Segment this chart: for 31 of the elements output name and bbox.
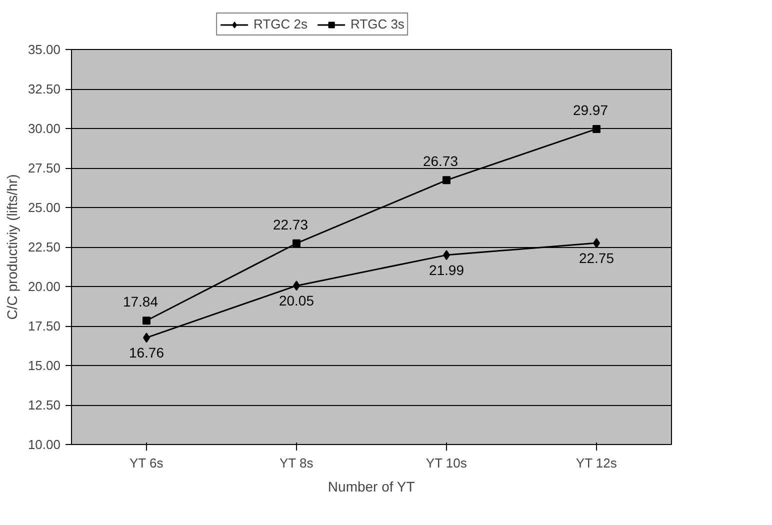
legend-label: RTGC 3s — [350, 16, 404, 32]
x-tick-label: YT 12s — [576, 456, 618, 470]
data-label: 17.84 — [122, 294, 158, 310]
y-axis-title: C/C productiviy (lifts/hr) — [4, 174, 20, 320]
y-tick-label: 30.00 — [28, 121, 61, 136]
point — [592, 124, 600, 133]
x-tick-label: YT 6s — [130, 456, 164, 470]
y-tick-label: 20.00 — [28, 279, 61, 294]
y-tick-label: 12.50 — [28, 398, 61, 412]
y-tick-label: 32.50 — [28, 82, 61, 96]
y-tick-label: 10.00 — [28, 437, 61, 452]
point — [142, 316, 150, 325]
y-tick-label: 22.50 — [28, 240, 61, 254]
data-label: 21.99 — [428, 262, 464, 278]
data-label: 29.97 — [572, 102, 608, 118]
data-label: 16.76 — [128, 344, 164, 361]
x-axis-title: Number of YT — [328, 478, 416, 494]
data-label: 22.73 — [272, 216, 308, 232]
point — [442, 176, 450, 184]
y-tick-label: 35.00 — [28, 42, 61, 57]
x-tick-label: YT 10s — [426, 456, 468, 470]
legend-label: RTGC 2s — [254, 16, 308, 32]
data-label: 20.05 — [278, 292, 314, 309]
y-tick-label: 25.00 — [28, 200, 61, 215]
data-label: 26.73 — [422, 153, 458, 170]
y-tick-label: 15.00 — [28, 358, 61, 373]
y-tick-label: 27.50 — [28, 160, 61, 176]
y-tick-label: 17.50 — [28, 318, 61, 334]
point — [292, 239, 300, 248]
data-label: 22.75 — [578, 250, 614, 266]
x-tick-label: YT 8s — [280, 456, 314, 470]
